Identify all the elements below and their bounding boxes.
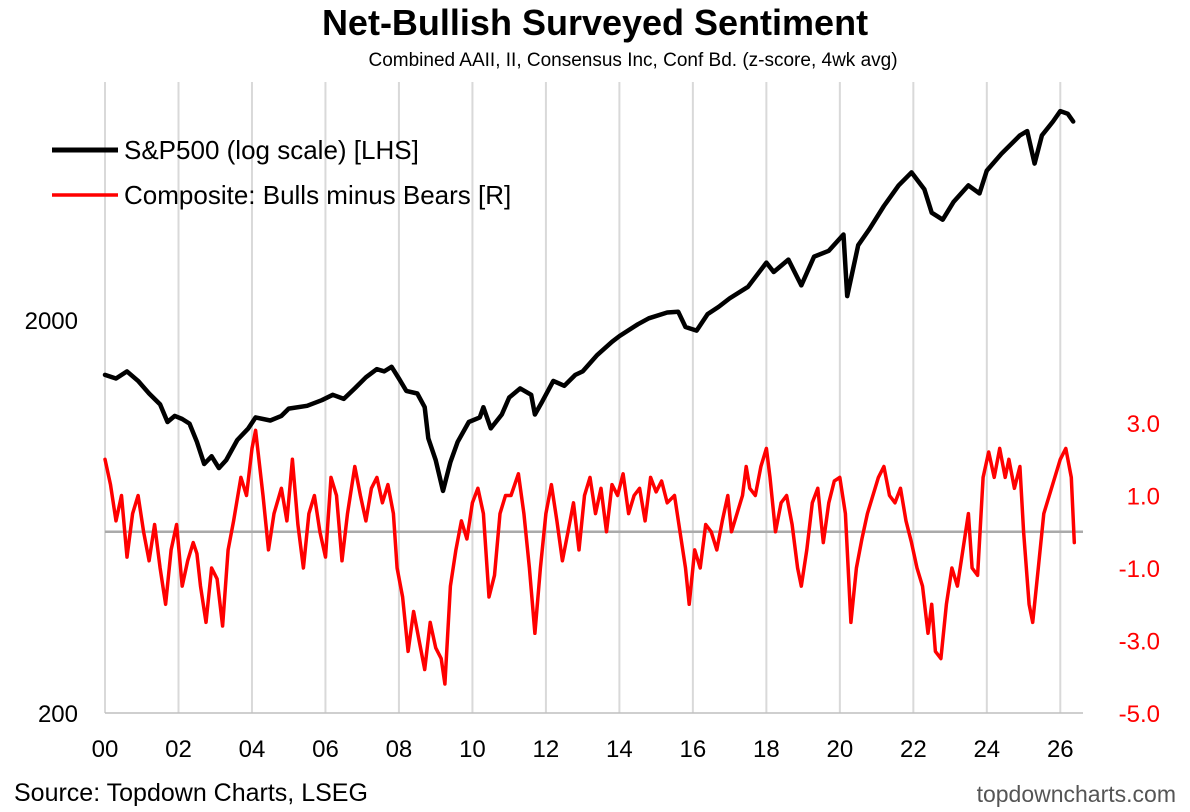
y-right-tick-label--1.0: -1.0 bbox=[1119, 556, 1160, 583]
x-tick-label-18: 18 bbox=[753, 736, 780, 763]
y-axis-right: 3.0 1.0 -1.0 -3.0 -5.0 bbox=[1119, 411, 1160, 728]
y-right-tick-label-3.0: 3.0 bbox=[1127, 411, 1160, 438]
y-right-tick-label--3.0: -3.0 bbox=[1119, 629, 1160, 656]
x-tick-label-06: 06 bbox=[312, 736, 339, 763]
y-right-tick-label--5.0: -5.0 bbox=[1119, 701, 1160, 728]
x-tick-label-22: 22 bbox=[900, 736, 927, 763]
x-tick-label-24: 24 bbox=[973, 736, 1000, 763]
x-tick-label-04: 04 bbox=[239, 736, 266, 763]
legend-label-sp500: S&P500 (log scale) [LHS] bbox=[124, 135, 419, 165]
x-tick-label-12: 12 bbox=[533, 736, 560, 763]
series-line-composite bbox=[103, 428, 1077, 686]
x-tick-label-10: 10 bbox=[459, 736, 486, 763]
chart-subtitle: Combined AAII, II, Consensus Inc, Conf B… bbox=[368, 50, 898, 71]
x-tick-label-20: 20 bbox=[826, 736, 853, 763]
watermark: topdowncharts.com bbox=[976, 781, 1176, 807]
source-note: Source: Topdown Charts, LSEG bbox=[14, 779, 368, 807]
x-tick-label-02: 02 bbox=[165, 736, 192, 763]
x-tick-label-00: 00 bbox=[92, 736, 119, 763]
legend: S&P500 (log scale) [LHS] Composite: Bull… bbox=[52, 135, 511, 210]
y-axis-left: 200 2000 bbox=[25, 308, 78, 728]
y-left-tick-label-2000: 2000 bbox=[25, 308, 78, 335]
series-group bbox=[102, 108, 1077, 686]
y-right-tick-label-1.0: 1.0 bbox=[1127, 484, 1160, 511]
x-tick-label-26: 26 bbox=[1047, 736, 1074, 763]
chart-title: Net-Bullish Surveyed Sentiment bbox=[321, 2, 869, 43]
legend-label-composite: Composite: Bulls minus Bears [R] bbox=[124, 180, 511, 210]
series-line-sp500 bbox=[102, 108, 1076, 494]
x-tick-label-16: 16 bbox=[680, 736, 707, 763]
x-tick-label-14: 14 bbox=[606, 736, 633, 763]
x-axis: 00 02 04 06 08 10 12 14 16 18 20 22 24 26 bbox=[92, 736, 1074, 763]
y-left-tick-label-200: 200 bbox=[38, 701, 78, 728]
x-tick-label-08: 08 bbox=[386, 736, 413, 763]
